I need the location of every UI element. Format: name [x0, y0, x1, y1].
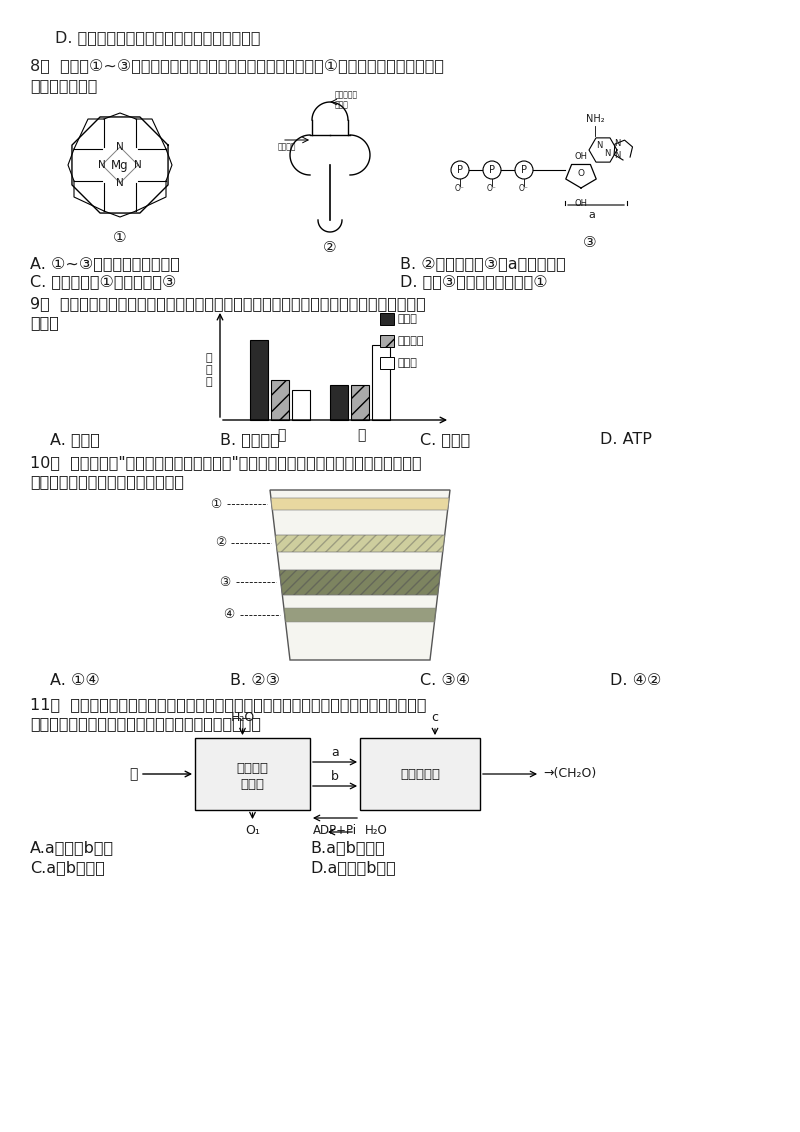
Text: C. 细胞中没有①就不能产生③: C. 细胞中没有①就不能产生③	[30, 274, 176, 289]
Text: b: b	[331, 770, 339, 783]
Text: 关说法正确的是: 关说法正确的是	[30, 78, 98, 93]
Text: N: N	[604, 149, 610, 158]
Text: 能合成: 能合成	[30, 315, 59, 331]
Text: ④: ④	[223, 609, 234, 621]
Text: 光: 光	[130, 767, 138, 781]
Text: 膜
面
积: 膜 面 积	[206, 353, 212, 387]
Text: B. 胃蛋白酶: B. 胃蛋白酶	[220, 432, 280, 447]
Text: D. ④②: D. ④②	[610, 674, 662, 688]
Text: D.a下降、b上升: D.a下降、b上升	[310, 860, 396, 875]
Text: O₁: O₁	[245, 824, 260, 837]
Text: 前: 前	[278, 428, 286, 441]
Circle shape	[483, 161, 501, 179]
Text: B. ②③: B. ②③	[230, 674, 280, 688]
Text: D. 细胞器种类数量常常体现了细胞的特殊功能: D. 细胞器种类数量常常体现了细胞的特殊功能	[55, 31, 261, 45]
Text: A. 呼吸酶: A. 呼吸酶	[50, 432, 100, 447]
Text: OH: OH	[574, 152, 587, 161]
Text: B. ②中也含有与③中a类似的结构: B. ②中也含有与③中a类似的结构	[400, 256, 566, 271]
Text: a: a	[331, 746, 339, 758]
Text: A. ①~③存在于所有植物细胞: A. ①~③存在于所有植物细胞	[30, 256, 180, 271]
Text: C. ③④: C. ③④	[420, 674, 470, 688]
Bar	[250, 340, 268, 420]
Bar	[195, 738, 310, 811]
Text: ②: ②	[215, 537, 226, 549]
Text: P: P	[521, 165, 527, 175]
Text: N: N	[98, 160, 106, 170]
Text: 囊体膜: 囊体膜	[241, 778, 265, 790]
Polygon shape	[279, 571, 441, 595]
Bar	[380, 314, 394, 325]
Bar	[360, 738, 480, 811]
Text: 8．  下图中①~③表示的是生物体内３种有机分子的结构，其中①仅存在于植物细胞中，有: 8． 下图中①~③表示的是生物体内３种有机分子的结构，其中①仅存在于植物细胞中，…	[30, 58, 444, 72]
Text: C. 性激素: C. 性激素	[420, 432, 470, 447]
Text: NH₂: NH₂	[586, 114, 604, 125]
Text: ②: ②	[323, 240, 337, 255]
Text: 9．  下图所示为某细胞进行某种生命活动前后几种生物膜面积的变化，在此变化过程中有可: 9． 下图所示为某细胞进行某种生命活动前后几种生物膜面积的变化，在此变化过程中有…	[30, 295, 426, 311]
Bar	[271, 380, 289, 420]
Circle shape	[515, 161, 533, 179]
Bar	[380, 335, 394, 348]
Bar	[330, 385, 348, 420]
Text: 10．  如下图是在"绿叶中色素的提取和分离"实验中得到的四条色素带，若将其置于暗室: 10． 如下图是在"绿叶中色素的提取和分离"实验中得到的四条色素带，若将其置于暗…	[30, 455, 422, 470]
Text: H₂O: H₂O	[365, 824, 388, 837]
Text: 中，并用红光照射，色素带较暗的是: 中，并用红光照射，色素带较暗的是	[30, 474, 184, 489]
Polygon shape	[275, 535, 445, 552]
Text: 后: 后	[358, 428, 366, 441]
Text: N: N	[614, 139, 620, 148]
Circle shape	[451, 161, 469, 179]
Bar	[372, 345, 390, 420]
Text: Mg: Mg	[111, 158, 129, 172]
Text: OH: OH	[574, 199, 587, 208]
Text: N: N	[116, 178, 124, 188]
Polygon shape	[270, 490, 450, 660]
Bar	[351, 385, 369, 420]
Text: ③: ③	[219, 575, 231, 589]
Text: 内质网: 内质网	[398, 314, 418, 324]
Text: A. ①④: A. ①④	[50, 674, 100, 688]
Text: c: c	[431, 711, 438, 724]
Text: ADP+Pi: ADP+Pi	[313, 824, 357, 837]
Text: O⁻: O⁻	[519, 185, 529, 192]
Text: N: N	[134, 160, 142, 170]
Text: P: P	[489, 165, 495, 175]
Text: a: a	[589, 211, 595, 220]
Text: 11．  下图为光合作用过程示意图，在适宜条件下栽培小麦，如果突然将ｃ降低至极低水平: 11． 下图为光合作用过程示意图，在适宜条件下栽培小麦，如果突然将ｃ降低至极低水…	[30, 697, 426, 712]
Text: N: N	[116, 142, 124, 152]
Text: ①: ①	[113, 230, 127, 245]
Text: （其他条件不变），则ａ、ｂ在叶绿体中的含量变化是: （其他条件不变），则ａ、ｂ在叶绿体中的含量变化是	[30, 717, 261, 731]
Text: 叶绿体类: 叶绿体类	[237, 763, 269, 775]
Text: A.a上升、b下降: A.a上升、b下降	[30, 840, 114, 855]
Text: O⁻: O⁻	[455, 185, 465, 192]
Text: C.a、b都下降: C.a、b都下降	[30, 860, 105, 875]
Text: O⁻: O⁻	[487, 185, 497, 192]
Bar	[380, 357, 394, 369]
Text: D. 没有③时，细胞仍能合成①: D. 没有③时，细胞仍能合成①	[400, 274, 548, 289]
Text: P: P	[457, 165, 463, 175]
Text: ③: ③	[583, 235, 597, 250]
Text: ①: ①	[210, 497, 222, 511]
Text: O: O	[578, 169, 585, 178]
Text: D. ATP: D. ATP	[600, 432, 652, 447]
Text: N: N	[596, 142, 602, 151]
Text: 结合氨基酸
的部位: 结合氨基酸 的部位	[335, 91, 358, 110]
Text: B.a、b都上升: B.a、b都上升	[310, 840, 385, 855]
Polygon shape	[284, 608, 436, 621]
Text: →(CH₂O): →(CH₂O)	[543, 767, 596, 780]
Text: 叶绿体基质: 叶绿体基质	[400, 767, 440, 780]
Text: 细胞膜: 细胞膜	[398, 358, 418, 368]
Polygon shape	[271, 498, 449, 511]
Bar	[292, 391, 310, 420]
Text: N: N	[614, 152, 620, 161]
Text: 高尔基体: 高尔基体	[398, 336, 425, 346]
Text: 碱基配对: 碱基配对	[278, 143, 297, 152]
Text: H₂O: H₂O	[230, 711, 254, 724]
